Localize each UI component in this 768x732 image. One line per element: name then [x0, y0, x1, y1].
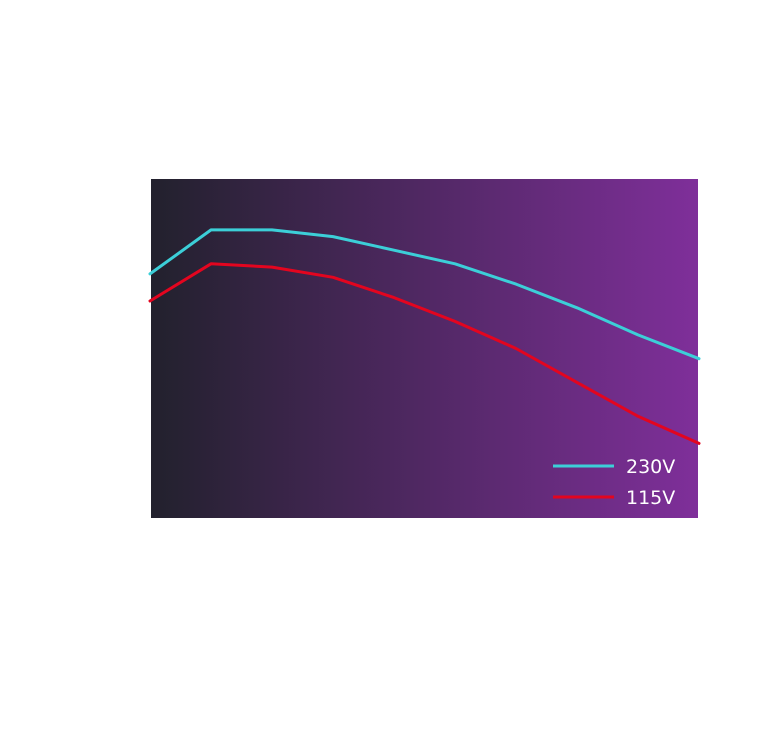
legend-label-230v: 230V	[626, 456, 675, 478]
plot-area	[151, 179, 698, 518]
series-line-115v	[148, 262, 701, 445]
series-layer	[148, 228, 701, 445]
legend: 230V 115V	[553, 456, 675, 509]
legend-item-115v: 115V	[553, 487, 675, 509]
legend-item-230v: 230V	[553, 456, 675, 478]
series-line-230v	[148, 228, 701, 361]
legend-label-115v: 115V	[626, 487, 675, 509]
